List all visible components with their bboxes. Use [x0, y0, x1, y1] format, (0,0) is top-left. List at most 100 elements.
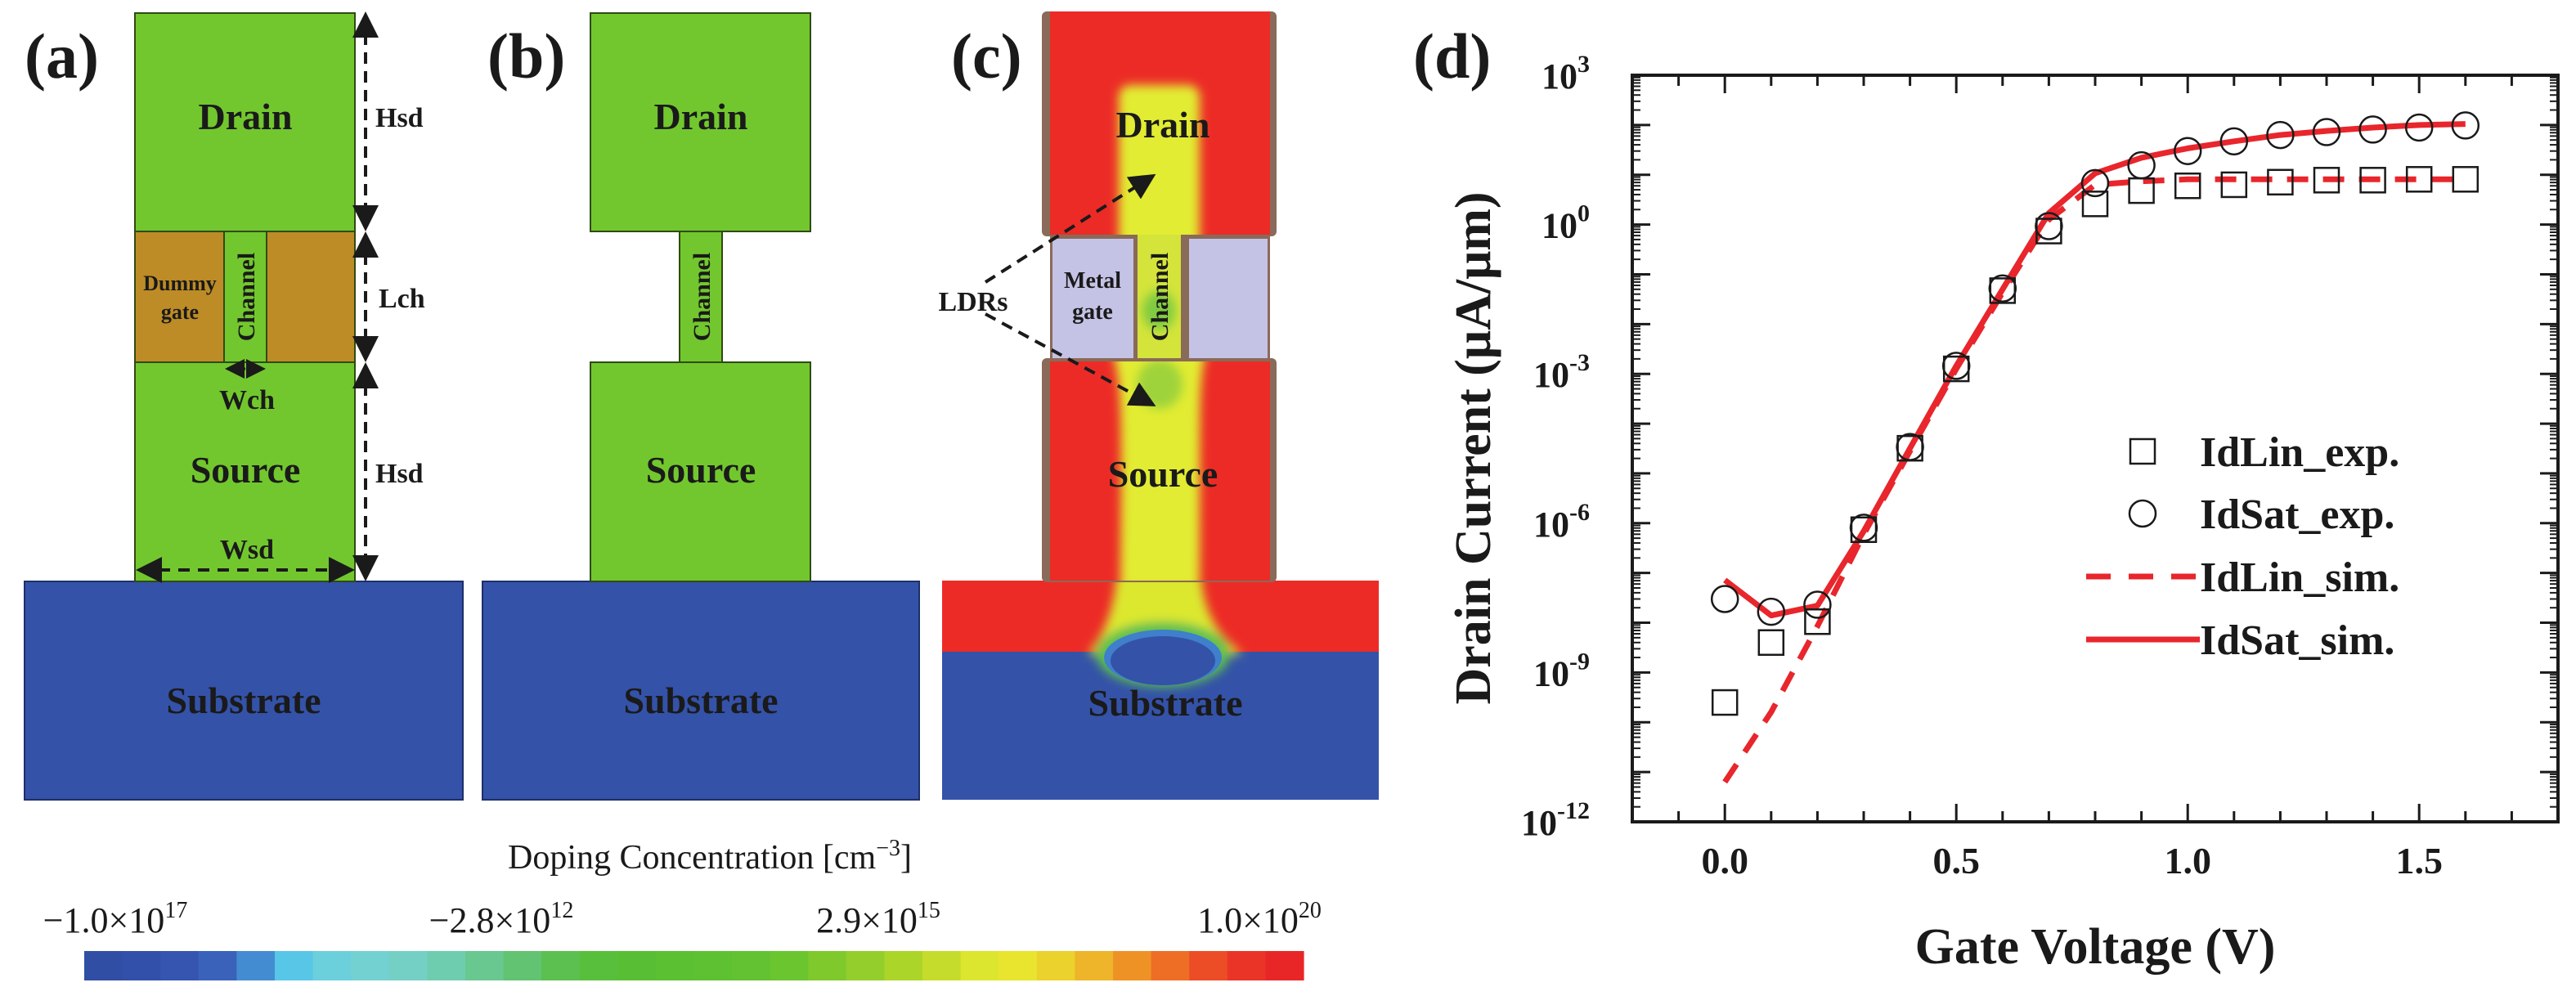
x-tick-label: 1.0 [2164, 840, 2211, 882]
channel-label: Channel [233, 253, 260, 341]
y-tick-exponent: -12 [1557, 797, 1590, 824]
idsat-exp-point [1896, 433, 1924, 461]
colorbar-tick-mantissa: 1.0×10 [1197, 900, 1299, 940]
colorbar-swatch [160, 951, 200, 980]
y-tick-label: 100 [1542, 200, 1590, 246]
x-tick-label: 0.5 [1932, 840, 1980, 882]
wsd-label: Wsd [220, 535, 274, 565]
colorbar-tick-mantissa: −2.8×10 [429, 900, 551, 940]
wch-label: Wch [219, 385, 275, 415]
idlin-exp-point [2081, 191, 2109, 218]
idlin-exp-point [2359, 167, 2386, 194]
idsat-exp-point [1988, 274, 2017, 303]
idsat-sim-line [1723, 121, 2466, 619]
y-tick-label: 10-6 [1533, 499, 1590, 545]
y-tick-exponent: 0 [1577, 200, 1590, 227]
y-tick-base: 10 [1533, 653, 1569, 693]
idsat-exp-point [1710, 585, 1739, 613]
colorbar-swatch [427, 951, 466, 980]
colorbar-tick-exponent: 20 [1299, 898, 1322, 923]
idlin-exp-point [1804, 608, 1831, 635]
colorbar-swatch [579, 951, 618, 980]
colorbar-swatch [541, 951, 581, 980]
legend-label: IdLin_sim. [2200, 554, 2399, 601]
drain-region [134, 12, 356, 232]
colorbar-swatch [999, 951, 1038, 980]
colorbar-swatch [1189, 951, 1228, 980]
panel-d: (d) Drain Current (μA/μm) Gate Voltage (… [1413, 20, 2560, 975]
colorbar-swatch [884, 951, 923, 980]
panel-label-b: (b) [487, 20, 565, 92]
y-tick-exponent: 3 [1577, 51, 1590, 78]
source-region [1050, 361, 1270, 581]
source-region [590, 361, 811, 582]
channel-region [679, 231, 723, 363]
idlin-exp-point [2267, 168, 2294, 196]
source-label: Source [1108, 453, 1218, 495]
colorbar-tick-labels: −1.0×1017 −2.8×1012 2.9×1015 1.0×1020 [43, 898, 1322, 940]
metal-gate-right [1189, 239, 1268, 358]
colorbar-swatch [274, 951, 314, 980]
legend-label: IdSat_sim. [2200, 617, 2394, 664]
panel-c: (c) Drain [938, 11, 1379, 800]
colorbar-swatch [1036, 951, 1076, 980]
y-tick-base: 10 [1542, 206, 1577, 246]
y-tick-label: 103 [1542, 51, 1590, 96]
colorbar-swatch [808, 951, 847, 980]
y-tick-exponent: -3 [1569, 349, 1590, 376]
colorbar-swatches [84, 951, 1304, 980]
colorbar-tick-exponent: 15 [918, 898, 940, 923]
colorbar-swatch [1113, 951, 1152, 980]
chart-plot: 0.0 0.5 1.0 1.510310010-310-610-910-12IdLin… [1521, 51, 2560, 882]
metal-gate-left [1052, 239, 1133, 358]
idsat-exp-point [2080, 168, 2110, 198]
idlin-exp-point [1711, 689, 1739, 716]
colorbar-swatch [312, 951, 352, 980]
substrate-label: Substrate [623, 680, 778, 721]
idlin-sim-line [1722, 176, 2466, 784]
colorbar-swatch [846, 951, 886, 980]
colorbar-tick-label: −2.8×1012 [429, 898, 574, 940]
colorbar-swatch [693, 951, 733, 980]
panel-label-d: (d) [1413, 20, 1491, 92]
channel-label: Channel [689, 253, 716, 341]
idsat-exp-point [2451, 111, 2480, 140]
drain-label: Drain [199, 96, 293, 137]
dummy-gate-right [266, 231, 356, 363]
idlin-exp-point [2452, 166, 2480, 193]
y-tick-base: 10 [1533, 355, 1569, 395]
idlin-exp-point [2220, 171, 2248, 199]
colorbar-swatch [1227, 951, 1267, 980]
y-tick-label: 10-12 [1521, 797, 1590, 843]
colorbar: Doping Concentration [cm−3] −1.0×1017 −2.… [43, 836, 1322, 980]
colorbar-swatch [617, 951, 657, 980]
idlin-exp-point [1757, 629, 1785, 657]
colorbar-swatch [122, 951, 161, 980]
colorbar-tick-mantissa: 2.9×10 [816, 900, 918, 940]
panel-b: (b) Drain Source Substrate Channel [482, 12, 920, 801]
y-tick-label: 10-9 [1533, 648, 1590, 693]
idsat-exp-point [1941, 352, 1971, 380]
source-label: Source [646, 449, 756, 491]
x-tick-label: 1.5 [2395, 840, 2443, 882]
idsat-exp-point [2173, 137, 2202, 165]
x-axis-title: Gate Voltage (V) [1915, 919, 2276, 975]
legend: IdLin_exp. IdSat_exp. IdLin_sim. IdSat_sim. [2086, 429, 2399, 664]
colorbar-swatch [84, 951, 123, 980]
dummy-gate-label-line2: gate [161, 300, 199, 324]
substrate-region [942, 581, 1379, 800]
idsat-exp-point [2312, 118, 2341, 146]
colorbar-tick-exponent: 17 [164, 898, 187, 923]
colorbar-swatch [198, 951, 237, 980]
idsat-exp-point [2266, 120, 2295, 150]
colorbar-swatch [1151, 951, 1190, 980]
legend-label: IdLin_exp. [2200, 429, 2399, 476]
colorbar-swatch [464, 951, 505, 980]
channel-depletion [1142, 291, 1175, 330]
colorbar-title-end: ] [900, 839, 912, 877]
panel-a: (a) Drain Source Substrate Dummy gate Ch… [24, 11, 464, 801]
x-tick-label: 0.0 [1701, 840, 1748, 882]
source-region [134, 361, 356, 582]
colorbar-tick-exponent: 12 [550, 898, 573, 923]
